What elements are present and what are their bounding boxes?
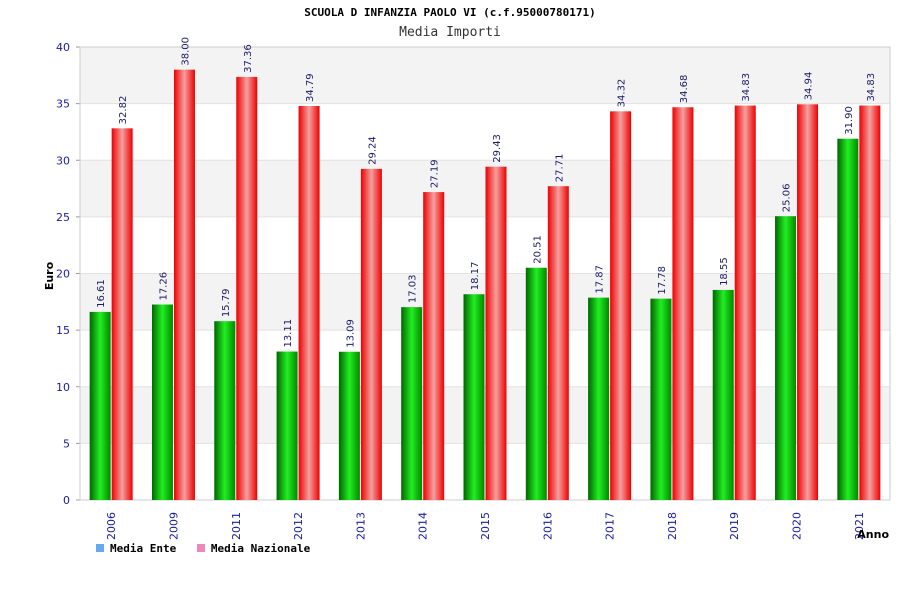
x-tick-label: 2013 — [354, 512, 367, 540]
bar-media-nazionale — [859, 105, 881, 501]
data-label-media-ente: 18.17 — [470, 262, 481, 291]
y-tick-label: 0 — [63, 494, 70, 507]
data-label-media-ente: 17.87 — [595, 265, 606, 294]
data-label-media-nazionale: 32.82 — [118, 96, 129, 125]
bar-media-nazionale — [547, 186, 569, 500]
bar-media-ente — [712, 289, 734, 500]
grid-band — [80, 273, 890, 331]
y-tick-label: 20 — [56, 268, 70, 281]
data-label-media-ente: 17.26 — [158, 272, 169, 301]
bar-media-ente — [89, 311, 111, 500]
x-tick-label: 2017 — [604, 512, 617, 540]
bar-media-ente — [588, 297, 610, 500]
x-tick-label: 2006 — [105, 512, 118, 540]
grid-band — [80, 47, 890, 104]
grid-band — [80, 386, 890, 444]
bar-media-ente — [463, 294, 485, 500]
x-tick-label: 2015 — [479, 512, 492, 540]
x-tick-label: 2021 — [853, 512, 866, 540]
y-tick-label: 15 — [56, 324, 70, 337]
data-label-media-nazionale: 27.71 — [554, 154, 565, 183]
x-axis-label: Anno — [857, 528, 889, 541]
bar-media-nazionale — [672, 107, 694, 501]
bar-media-ente — [151, 304, 173, 500]
data-label-media-ente: 17.03 — [408, 274, 419, 303]
bar-media-ente — [338, 351, 360, 500]
legend-label-media-ente: Media Ente — [110, 542, 177, 555]
grid-band — [80, 330, 890, 387]
bar-media-nazionale — [610, 111, 632, 501]
y-tick-label: 35 — [56, 98, 70, 111]
data-label-media-ente: 16.61 — [96, 279, 107, 308]
data-label-media-nazionale: 34.79 — [305, 73, 316, 102]
bar-media-ente — [276, 351, 298, 500]
x-tick-label: 2019 — [728, 512, 741, 540]
grid-band — [80, 160, 890, 217]
bar-media-nazionale — [173, 69, 195, 501]
x-tick-label: 2018 — [666, 512, 679, 540]
legend-label-media-nazionale: Media Nazionale — [210, 542, 311, 555]
data-label-media-nazionale: 29.43 — [492, 134, 503, 163]
bar-media-nazionale — [111, 128, 133, 500]
data-label-media-ente: 13.11 — [283, 319, 294, 348]
bar-media-ente — [525, 267, 547, 500]
bar-media-ente — [837, 138, 859, 501]
data-label-media-ente: 13.09 — [345, 319, 356, 348]
data-label-media-nazionale: 37.36 — [243, 44, 254, 73]
data-label-media-nazionale: 34.83 — [866, 73, 877, 102]
y-tick-label: 10 — [56, 381, 70, 394]
data-label-media-nazionale: 38.00 — [180, 37, 191, 66]
x-tick-label: 2014 — [417, 512, 430, 540]
bar-media-nazionale — [423, 192, 445, 501]
data-label-media-ente: 15.79 — [221, 289, 232, 318]
grid-band — [80, 216, 890, 274]
x-tick-label: 2009 — [167, 512, 180, 540]
x-tick-label: 2016 — [541, 512, 554, 540]
bar-media-nazionale — [734, 105, 756, 501]
data-label-media-nazionale: 34.83 — [741, 73, 752, 102]
bar-media-ente — [214, 321, 236, 500]
chart-title: SCUOLA D INFANZIA PAOLO VI (c.f.95000780… — [304, 6, 596, 19]
data-label-media-ente: 25.06 — [782, 184, 793, 213]
data-label-media-nazionale: 27.19 — [430, 159, 441, 188]
grid-band — [80, 103, 890, 161]
bar-media-nazionale — [298, 106, 320, 501]
x-tick-label: 2020 — [791, 512, 804, 540]
bar-media-nazionale — [485, 166, 507, 500]
grid-band — [80, 443, 890, 500]
y-tick-label: 25 — [56, 211, 70, 224]
bar-media-nazionale — [360, 168, 382, 500]
legend-swatch-media-ente — [96, 544, 104, 552]
bar-media-ente — [401, 307, 423, 500]
bar-media-nazionale — [797, 104, 819, 500]
bar-media-ente — [650, 298, 672, 500]
bar-media-ente — [775, 216, 797, 500]
bar-media-nazionale — [236, 76, 258, 500]
plot-border — [79, 46, 891, 501]
x-tick-label: 2011 — [230, 512, 243, 540]
data-label-media-nazionale: 34.94 — [804, 72, 815, 101]
legend: Media Ente Media Nazionale — [96, 542, 324, 555]
data-label-media-ente: 18.55 — [719, 257, 730, 286]
data-label-media-nazionale: 29.24 — [367, 136, 378, 165]
legend-item-media-ente: Media Ente — [96, 542, 176, 555]
data-label-media-ente: 20.51 — [532, 235, 543, 264]
y-tick-label: 40 — [56, 41, 70, 54]
y-axis-label: Euro — [43, 261, 56, 290]
data-label-media-nazionale: 34.32 — [617, 79, 628, 108]
legend-item-media-nazionale: Media Nazionale — [196, 542, 311, 555]
legend-swatch-media-nazionale — [196, 544, 205, 552]
data-label-media-nazionale: 34.68 — [679, 75, 690, 104]
y-tick-label: 5 — [63, 437, 70, 450]
y-tick-label: 30 — [56, 154, 70, 167]
data-label-media-ente: 31.90 — [844, 106, 855, 135]
x-tick-label: 2012 — [292, 512, 305, 540]
data-label-media-ente: 17.78 — [657, 266, 668, 295]
chart-subtitle: Media Importi — [399, 25, 501, 40]
